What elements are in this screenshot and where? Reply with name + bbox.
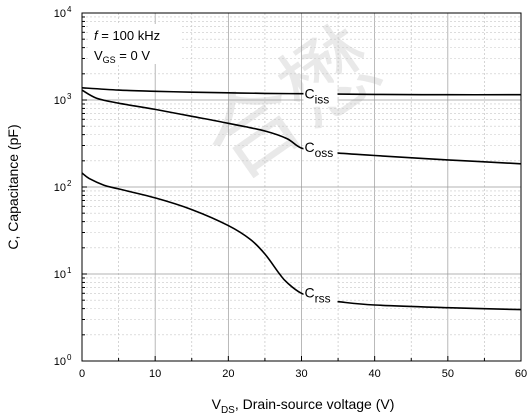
x-axis-title-rest: , Drain-source voltage (V) xyxy=(235,396,395,412)
y-axis-title: C, Capacitance (pF) xyxy=(5,124,21,249)
y-tick-label: 10 xyxy=(54,182,66,194)
y-tick-label: 10 xyxy=(54,95,66,107)
x-tick-label: 30 xyxy=(295,368,307,380)
y-tick-label-exponent: 3 xyxy=(67,92,72,101)
x-axis-title: VDS, Drain-source voltage (V) xyxy=(212,396,395,416)
x-tick-label: 60 xyxy=(515,368,527,380)
x-tick-label: 40 xyxy=(369,368,381,380)
series-line-ciss xyxy=(81,87,522,96)
condition-frequency: f = 100 kHz xyxy=(94,28,160,43)
y-tick-label: 10 xyxy=(54,8,66,20)
x-tick-labels: 0 10 20 30 40 50 60 xyxy=(79,368,527,380)
series-line-crss xyxy=(81,172,522,311)
y-tick-label: 10 xyxy=(54,356,66,368)
x-axis-title-sub: DS xyxy=(221,405,235,416)
x-tick-label: 50 xyxy=(442,368,454,380)
y-tick-label-exponent: 2 xyxy=(67,179,72,188)
x-tick-label: 0 xyxy=(79,368,85,380)
series-label-background xyxy=(303,281,338,306)
condition-vgs-value: = 0 V xyxy=(116,48,151,63)
series-label-crss: Crss xyxy=(305,284,331,305)
y-tick-label-exponent: 1 xyxy=(67,266,72,275)
condition-vgs-main: V xyxy=(94,48,103,63)
y-tick-label-exponent: 4 xyxy=(67,5,72,14)
y-tick-label-exponent: 0 xyxy=(67,353,72,362)
series-label-ciss: Ciss xyxy=(305,86,330,107)
x-tick-label: 20 xyxy=(222,368,234,380)
series-label-coss: Coss xyxy=(305,139,334,160)
x-tick-label: 10 xyxy=(149,368,161,380)
series-label-background xyxy=(303,136,338,161)
condition-frequency-value: = 100 kHz xyxy=(98,28,161,43)
condition-frequency-symbol: f xyxy=(94,28,99,43)
y-tick-label: 10 xyxy=(54,269,66,281)
condition-vgs: VGS = 0 V xyxy=(94,48,150,65)
series-layer: Ciss Coss Crss xyxy=(81,82,522,311)
series-label-background xyxy=(303,82,338,107)
conditions: f = 100 kHz VGS = 0 V xyxy=(88,24,182,65)
series-line-coss xyxy=(81,89,522,165)
x-axis-title-main: V xyxy=(212,396,222,412)
condition-vgs-sub: GS xyxy=(103,55,116,65)
conditions-background xyxy=(88,24,182,64)
grid xyxy=(82,13,521,361)
tick-marks xyxy=(81,16,522,362)
